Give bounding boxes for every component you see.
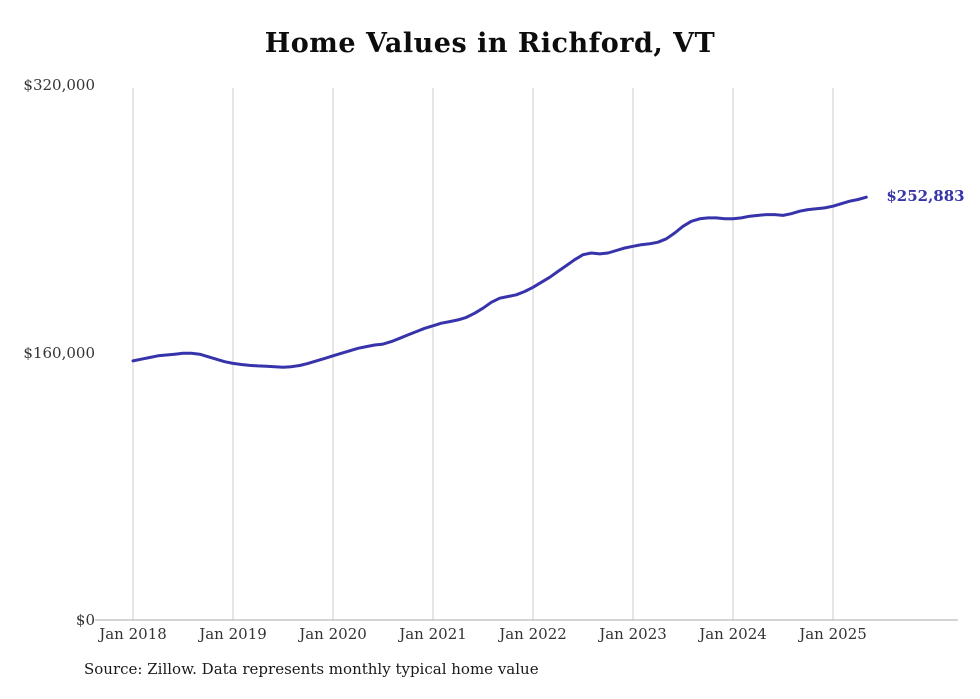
- y-tick-label: $320,000: [23, 76, 95, 94]
- home-value-line: [131, 195, 868, 369]
- x-tick-label: Jan 2021: [399, 625, 467, 643]
- chart-title: Home Values in Richford, VT: [264, 28, 716, 59]
- x-tick-label: Jan 2025: [799, 625, 867, 643]
- y-tick-label: $160,000: [23, 343, 95, 362]
- x-tick-label: Jan 2023: [599, 625, 667, 643]
- x-tick-label: Jan 2020: [299, 625, 367, 643]
- x-tick-label: Jan 2022: [499, 625, 567, 643]
- x-tick-label: Jan 2018: [99, 625, 167, 643]
- y-tick-label: $0: [75, 611, 95, 629]
- x-tick-label: Jan 2024: [699, 625, 767, 643]
- source-note: Source: Zillow. Data represents monthly …: [84, 660, 539, 678]
- final-value-label: $252,883: [886, 187, 965, 206]
- x-tick-label: Jan 2019: [199, 625, 267, 643]
